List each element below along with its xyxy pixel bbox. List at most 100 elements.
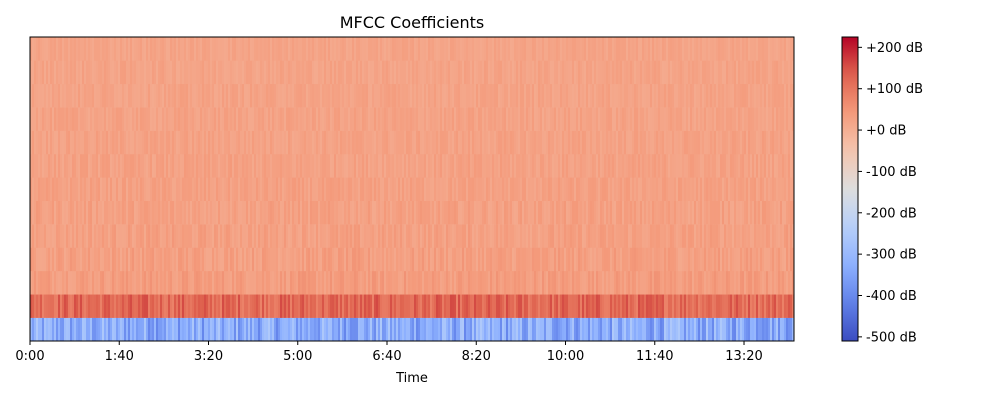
heatmap-cell	[436, 83, 439, 108]
heatmap-cell	[232, 83, 235, 108]
heatmap-cell	[298, 60, 301, 85]
heatmap-cell	[736, 294, 739, 318]
heatmap-cell	[564, 37, 567, 61]
heatmap-cell	[192, 107, 195, 131]
heatmap-cell	[586, 177, 589, 201]
heatmap-cell	[644, 224, 647, 248]
heatmap-cell	[114, 177, 117, 201]
heatmap-cell	[472, 60, 475, 85]
heatmap-cell	[214, 270, 217, 295]
heatmap-cell	[268, 60, 271, 85]
heatmap-cell	[436, 317, 439, 342]
heatmap-cell	[670, 153, 673, 178]
heatmap-cell	[768, 60, 771, 85]
heatmap-cell	[366, 37, 369, 61]
heatmap-cell	[162, 224, 165, 248]
heatmap-cell	[308, 270, 311, 295]
heatmap-cell	[132, 247, 135, 272]
heatmap-cell	[596, 37, 599, 61]
heatmap-cell	[644, 37, 647, 61]
heatmap-cell	[260, 270, 263, 295]
heatmap-cell	[180, 107, 183, 131]
heatmap-cell	[160, 224, 163, 248]
heatmap-cell	[778, 130, 781, 155]
heatmap-cell	[338, 60, 341, 85]
heatmap-cell	[70, 37, 73, 61]
heatmap-cell	[700, 153, 703, 178]
heatmap-cell	[242, 294, 245, 318]
heatmap-cell	[400, 107, 403, 131]
heatmap-cell	[554, 107, 557, 131]
heatmap-cell	[414, 294, 417, 318]
heatmap-cell	[330, 130, 333, 155]
heatmap-cell	[544, 153, 547, 178]
heatmap-cell	[390, 177, 393, 201]
heatmap-cell	[706, 294, 709, 318]
heatmap-cell	[388, 270, 391, 295]
heatmap-cell	[254, 153, 257, 178]
heatmap-cell	[722, 317, 725, 342]
heatmap-cell	[704, 200, 707, 225]
heatmap-cell	[178, 107, 181, 131]
heatmap-cell	[676, 177, 679, 201]
heatmap-cell	[252, 294, 255, 318]
heatmap-cell	[600, 247, 603, 272]
heatmap-cell	[230, 153, 233, 178]
heatmap-cell	[272, 177, 275, 201]
heatmap-cell	[356, 177, 359, 201]
heatmap-cell	[680, 130, 683, 155]
heatmap-cell	[446, 37, 449, 61]
heatmap-cell	[736, 153, 739, 178]
heatmap-cell	[636, 60, 639, 85]
heatmap-cell	[224, 270, 227, 295]
heatmap-cell	[642, 247, 645, 272]
heatmap-cell	[326, 37, 329, 61]
heatmap-cell	[278, 224, 281, 248]
heatmap-cell	[488, 107, 491, 131]
heatmap-cell	[212, 247, 215, 272]
heatmap-cell	[478, 60, 481, 85]
heatmap-cell	[356, 130, 359, 155]
heatmap-cell	[34, 200, 37, 225]
heatmap-cell	[476, 247, 479, 272]
heatmap-cell	[352, 177, 355, 201]
heatmap-cell	[292, 317, 295, 342]
heatmap-cell	[96, 107, 99, 131]
heatmap-cell	[472, 83, 475, 108]
heatmap-cell	[300, 270, 303, 295]
heatmap-cell	[160, 200, 163, 225]
heatmap-cell	[772, 270, 775, 295]
heatmap-cell	[394, 107, 397, 131]
heatmap-cell	[374, 270, 377, 295]
heatmap-cell	[766, 177, 769, 201]
heatmap-cell	[556, 60, 559, 85]
heatmap-cell	[192, 153, 195, 178]
heatmap-cell	[86, 224, 89, 248]
heatmap-cell	[386, 60, 389, 85]
heatmap-cell	[286, 37, 289, 61]
heatmap-cell	[234, 200, 237, 225]
heatmap-cell	[666, 60, 669, 85]
heatmap-cell	[592, 270, 595, 295]
heatmap-cell	[152, 130, 155, 155]
heatmap-cell	[328, 247, 331, 272]
heatmap-cell	[732, 177, 735, 201]
heatmap-cell	[226, 177, 229, 201]
heatmap-cell	[730, 317, 733, 342]
heatmap-cell	[306, 224, 309, 248]
heatmap-cell	[236, 130, 239, 155]
heatmap-cell	[56, 177, 59, 201]
heatmap-cell	[270, 224, 273, 248]
heatmap-cell	[274, 60, 277, 85]
heatmap-cell	[214, 153, 217, 178]
heatmap-cell	[130, 153, 133, 178]
heatmap-cell	[166, 107, 169, 131]
heatmap-cell	[392, 294, 395, 318]
heatmap-cell	[464, 317, 467, 342]
heatmap-cell	[604, 153, 607, 178]
heatmap-cell	[530, 37, 533, 61]
heatmap-cell	[732, 317, 735, 342]
heatmap-cell	[98, 107, 101, 131]
heatmap-cell	[756, 270, 759, 295]
heatmap-cell	[608, 224, 611, 248]
